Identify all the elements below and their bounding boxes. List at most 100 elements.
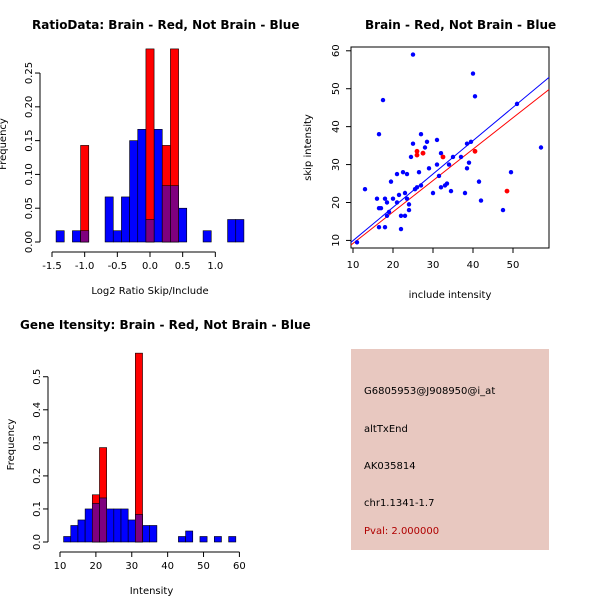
scatter-point-not-brain [404,171,410,177]
y-tick-label: 20 [331,196,342,209]
histogram-bar-overlap [145,219,155,243]
histogram-bar-not-brain [142,525,151,543]
histogram-bar-not-brain [63,536,72,543]
x-tick-label: 1.0 [207,261,223,272]
y-tick-label: 10 [331,234,342,247]
x-tick-label: 40 [467,260,480,271]
histogram-bar-overlap [135,514,143,543]
scatter-point-not-brain [394,171,400,177]
scatter-point-not-brain [394,200,400,205]
x-tick-label: -1.0 [75,261,95,272]
scatter-point-not-brain [458,154,464,160]
y-tick-label: 0.15 [24,129,35,151]
ratio-histogram-panel: RatioData: Brain - Red, Not Brain - Blue… [0,18,299,297]
scatter-point-brain [414,148,420,154]
scatter-point-not-brain [466,160,472,165]
histogram-bar-not-brain [129,140,139,243]
scatter-point-brain [420,150,426,156]
y-tick-label: 0.00 [24,231,35,253]
y-tick-label: 0.4 [32,402,43,418]
histogram-bar-not-brain [55,230,65,243]
probe-id: G6805953@J908950@i_at [364,386,496,397]
scatter-point-not-brain [388,179,394,184]
scatter-point-not-brain [406,202,412,207]
scatter-point-not-brain [402,213,408,218]
gene-intensity-histogram-panel: Gene Itensity: Brain - Red, Not Brain - … [6,318,311,597]
chart-title: RatioData: Brain - Red, Not Brain - Blue [32,18,299,32]
scatter-point-not-brain [438,185,444,190]
histogram-bar-overlap [170,185,179,243]
histogram-bar-brain [135,352,143,543]
scatter-point-not-brain [374,196,380,201]
scatter-point-not-brain [404,196,410,201]
histogram-bar-not-brain [121,196,130,243]
y-tick-label: 0.20 [24,96,35,118]
scatter-point-not-brain [380,97,386,103]
scatter-point-not-brain [538,145,544,150]
scatter-point-not-brain [406,207,412,213]
histogram-bar-not-brain [227,219,237,243]
scatter-point-not-brain [424,139,430,145]
y-tick-label: 0.10 [24,163,35,185]
scatter-point-not-brain [378,205,384,211]
p-value: Pval: 2.000000 [364,526,440,537]
scatter-point-not-brain [410,141,416,146]
scatter-point-not-brain [514,101,520,107]
x-tick-label: 0.0 [142,261,158,272]
scatter-point-not-brain [476,179,482,184]
histogram-bar-overlap [91,503,100,543]
histogram-bar-not-brain [235,219,245,243]
blue-regression-line [350,76,550,243]
scatter-point-not-brain [382,196,388,201]
plot-frame [350,46,550,249]
x-tick-label: 20 [90,561,103,572]
scatter-point-not-brain [508,169,514,175]
scatter-point-not-brain [398,213,404,218]
scatter-point-not-brain [408,154,414,160]
scatter-point-not-brain [382,224,388,230]
x-tick-label: 30 [125,561,138,572]
scatter-point-brain [504,188,510,194]
scatter-point-not-brain [426,166,432,171]
x-tick-label: 30 [427,260,440,271]
gene-info-panel: G6805953@J908950@i_at altTxEnd AK035814 … [351,349,549,550]
scatter-point-brain [440,154,446,160]
scatter-point-not-brain [416,169,422,175]
scatter-point-not-brain [462,190,468,196]
x-axis-label: include intensity [409,290,492,301]
scatter-point-not-brain [384,213,390,218]
scatter-point-not-brain [478,198,484,203]
histogram-bar-not-brain [185,530,194,543]
scatter-point-not-brain [472,94,478,99]
y-tick-label: 0.05 [24,197,35,219]
histogram-bar-not-brain [199,536,208,543]
histogram-bar-overlap [161,185,171,243]
intensity-scatter-panel: Brain - Red, Not Brain - Blue 10 20 30 40 50 i… [303,18,556,301]
histogram-bar-not-brain [149,525,158,543]
chart-title: Gene Itensity: Brain - Red, Not Brain - … [20,318,311,332]
histogram-bar-not-brain [127,519,136,543]
histogram-bar-not-brain [137,129,147,243]
y-tick-label: 0.25 [24,62,35,84]
histogram-bar-not-brain [104,196,114,243]
histogram-bar-brain [145,48,155,243]
scatter-point-not-brain [438,150,444,156]
x-tick-label: -0.5 [108,261,128,272]
scatter-point-not-brain [384,200,390,205]
y-tick-label: 60 [331,44,342,57]
scatter-point-not-brain [446,162,452,167]
histogram-bar-not-brain [113,508,122,543]
genomic-location: chr1.1341-1.7 [364,498,435,509]
scatter-point-not-brain [444,181,450,186]
y-tick-label: 0.2 [32,468,43,484]
histogram-bar-not-brain [106,508,115,543]
x-tick-label: 10 [347,260,360,271]
scatter-point-not-brain [464,166,470,171]
scatter-point-not-brain [464,141,470,146]
y-tick-label: 0.1 [32,501,43,517]
scatter-point-not-brain [376,224,382,230]
scatter-point-not-brain [430,190,436,196]
x-tick-label: 60 [233,561,246,572]
histogram-bar-not-brain [178,207,188,243]
